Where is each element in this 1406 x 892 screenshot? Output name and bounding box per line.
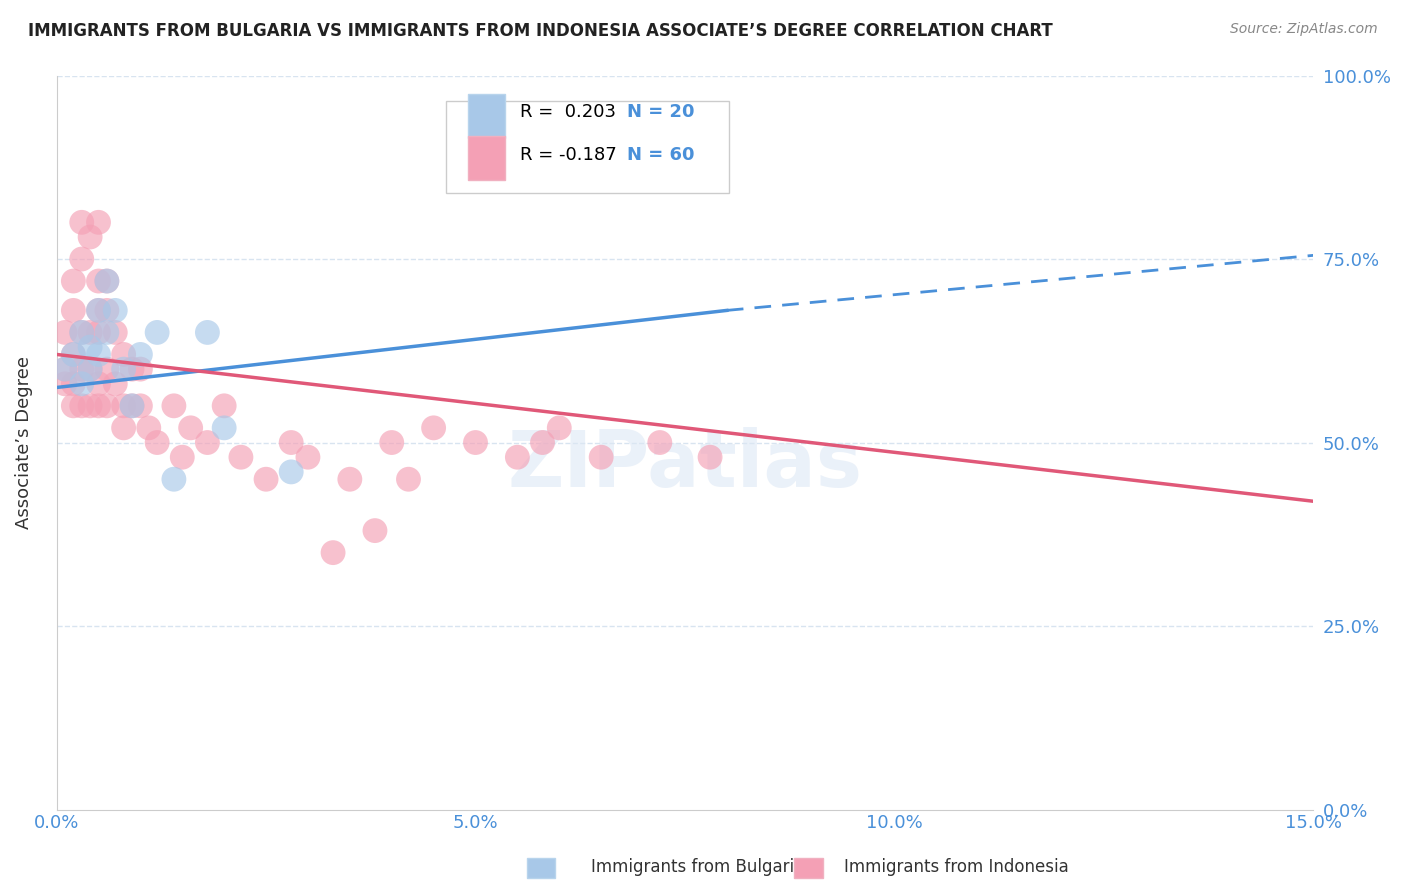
Text: Source: ZipAtlas.com: Source: ZipAtlas.com — [1230, 22, 1378, 37]
Point — [87, 303, 110, 318]
Point — [280, 435, 302, 450]
Point — [506, 164, 529, 178]
Point — [163, 472, 186, 486]
Point — [70, 362, 93, 376]
Point — [197, 435, 219, 450]
Point — [79, 362, 101, 376]
Point — [699, 450, 721, 465]
Point — [212, 399, 235, 413]
Point — [180, 421, 202, 435]
Point — [280, 465, 302, 479]
Text: N = 60: N = 60 — [627, 145, 695, 163]
Point — [87, 274, 110, 288]
Point — [79, 340, 101, 354]
Point — [112, 421, 135, 435]
Point — [96, 399, 118, 413]
Point — [648, 435, 671, 450]
Point — [254, 472, 277, 486]
Point — [70, 376, 93, 391]
Point — [531, 435, 554, 450]
FancyBboxPatch shape — [468, 136, 505, 180]
Point — [212, 421, 235, 435]
Point — [87, 303, 110, 318]
Point — [62, 347, 84, 361]
Point — [146, 326, 169, 340]
Text: IMMIGRANTS FROM BULGARIA VS IMMIGRANTS FROM INDONESIA ASSOCIATE’S DEGREE CORRELA: IMMIGRANTS FROM BULGARIA VS IMMIGRANTS F… — [28, 22, 1053, 40]
Point — [129, 399, 152, 413]
Point — [506, 450, 529, 465]
Point — [104, 376, 127, 391]
FancyBboxPatch shape — [468, 94, 505, 138]
FancyBboxPatch shape — [446, 101, 728, 193]
Point — [591, 450, 613, 465]
Text: R =  0.203: R = 0.203 — [520, 103, 616, 121]
Point — [381, 435, 404, 450]
Point — [146, 435, 169, 450]
Point — [87, 347, 110, 361]
Point — [197, 326, 219, 340]
Point — [87, 399, 110, 413]
Point — [229, 450, 252, 465]
Point — [70, 326, 93, 340]
Point — [138, 421, 160, 435]
Point — [62, 303, 84, 318]
Point — [87, 215, 110, 229]
Point — [364, 524, 387, 538]
Point — [96, 274, 118, 288]
Point — [96, 362, 118, 376]
Point — [121, 399, 143, 413]
Text: ZIPatlas: ZIPatlas — [508, 426, 862, 502]
Point — [548, 421, 571, 435]
Point — [464, 435, 486, 450]
Point — [87, 376, 110, 391]
Point — [398, 472, 420, 486]
Text: Immigrants from Indonesia: Immigrants from Indonesia — [844, 858, 1069, 876]
Point — [163, 399, 186, 413]
Point — [112, 399, 135, 413]
Point — [129, 362, 152, 376]
Point — [62, 274, 84, 288]
Point — [104, 303, 127, 318]
Point — [53, 326, 76, 340]
Point — [62, 347, 84, 361]
Point — [322, 546, 344, 560]
Point — [70, 252, 93, 266]
Point — [297, 450, 319, 465]
Point — [129, 347, 152, 361]
Point — [53, 362, 76, 376]
Y-axis label: Associate’s Degree: Associate’s Degree — [15, 356, 32, 529]
Point — [121, 399, 143, 413]
Point — [70, 399, 93, 413]
Point — [62, 376, 84, 391]
Point — [79, 399, 101, 413]
Point — [104, 326, 127, 340]
Point — [62, 399, 84, 413]
Point — [53, 362, 76, 376]
Point — [79, 230, 101, 244]
Point — [79, 362, 101, 376]
Text: N = 20: N = 20 — [627, 103, 695, 121]
Point — [87, 326, 110, 340]
Text: R = -0.187: R = -0.187 — [520, 145, 617, 163]
Text: Immigrants from Bulgaria: Immigrants from Bulgaria — [591, 858, 804, 876]
Point — [96, 326, 118, 340]
Point — [172, 450, 194, 465]
Point — [339, 472, 361, 486]
Point — [96, 303, 118, 318]
Point — [70, 215, 93, 229]
Point — [112, 347, 135, 361]
Point — [96, 274, 118, 288]
Point — [121, 362, 143, 376]
Point — [422, 421, 444, 435]
Point — [112, 362, 135, 376]
Point — [70, 326, 93, 340]
Point — [79, 326, 101, 340]
Point — [53, 376, 76, 391]
